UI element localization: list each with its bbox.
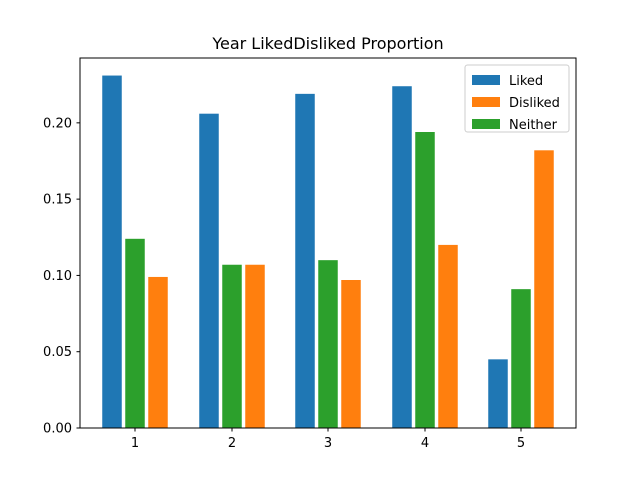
y-tick-label: 0.15 bbox=[43, 193, 72, 208]
bar-disliked-5 bbox=[534, 150, 554, 429]
y-tick-label: 0.20 bbox=[43, 116, 72, 131]
bar-disliked-1 bbox=[148, 276, 168, 428]
bar-neither-4 bbox=[415, 132, 435, 428]
bars-group bbox=[102, 75, 554, 429]
y-tick-label: 0.10 bbox=[43, 269, 72, 284]
bar-disliked-4 bbox=[438, 244, 458, 428]
bar-neither-1 bbox=[125, 238, 145, 428]
legend-label-disliked: Disliked bbox=[509, 96, 560, 111]
bar-liked-1 bbox=[102, 75, 122, 429]
y-axis: 0.00 0.05 0.10 0.15 0.20 bbox=[43, 116, 80, 437]
bar-liked-5 bbox=[488, 359, 508, 428]
x-tick-label: 5 bbox=[517, 436, 525, 451]
legend-swatch-liked bbox=[472, 75, 500, 85]
x-axis: 1 2 3 4 5 bbox=[131, 428, 525, 451]
chart-title: Year LikedDisliked Proportion bbox=[211, 34, 443, 53]
legend-label-neither: Neither bbox=[509, 118, 558, 133]
y-tick-label: 0.05 bbox=[43, 345, 72, 360]
bar-neither-5 bbox=[511, 289, 531, 428]
y-tick-label: 0.00 bbox=[43, 422, 72, 437]
legend-swatch-neither bbox=[472, 119, 500, 129]
bar-disliked-3 bbox=[341, 280, 361, 428]
bar-liked-4 bbox=[392, 86, 412, 428]
bar-disliked-2 bbox=[245, 264, 265, 428]
x-tick-label: 1 bbox=[131, 436, 139, 451]
bar-liked-3 bbox=[295, 93, 315, 429]
bar-neither-3 bbox=[318, 260, 338, 428]
x-tick-label: 2 bbox=[228, 436, 236, 451]
bar-neither-2 bbox=[222, 264, 242, 428]
legend-swatch-disliked bbox=[472, 97, 500, 107]
legend-label-liked: Liked bbox=[509, 74, 543, 89]
x-tick-label: 4 bbox=[421, 436, 429, 451]
x-tick-label: 3 bbox=[324, 436, 332, 451]
legend: Liked Disliked Neither bbox=[464, 64, 570, 133]
bar-liked-2 bbox=[199, 113, 219, 428]
plot-frame bbox=[79, 57, 577, 429]
